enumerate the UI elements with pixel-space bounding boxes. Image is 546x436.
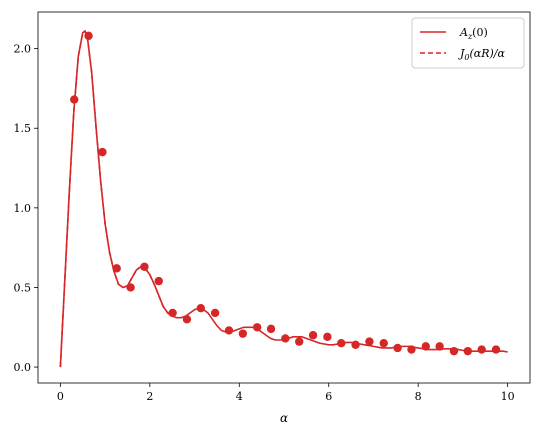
y-tick-label: 2.0 [14,43,32,56]
legend-label-j0: J0(αR)/α [458,47,506,62]
data-point [407,345,416,354]
data-point [98,147,107,157]
x-tick-label: 0 [57,390,64,403]
legend-label-az: Az(0) [459,26,488,41]
legend: Az(0) J0(αR)/α [411,17,525,69]
x-tick-label: 6 [325,390,332,403]
plot-area-border [37,11,531,384]
points-layer [70,31,501,356]
axes-frame [37,11,531,384]
y-tick-label: 0.5 [14,281,32,294]
data-point [337,338,346,348]
data-point [266,324,276,334]
data-point [154,276,163,286]
data-point [449,346,459,356]
data-point [323,332,332,342]
data-point [70,95,79,104]
data-point [365,337,374,346]
data-point [84,31,93,41]
data-point [196,303,206,313]
y-tick-label: 1.0 [14,202,32,215]
x-axis-ticks: 0 2 4 6 8 10 [57,383,515,403]
data-point [238,329,248,338]
data-point [308,331,318,340]
y-axis-ticks: 0.0 0.5 1.0 1.5 2.0 [14,43,38,374]
data-point [126,283,135,292]
x-tick-label: 4 [236,390,243,403]
data-point [379,338,388,348]
data-point [435,342,444,351]
data-point [210,308,220,318]
data-point [168,308,177,318]
x-tick-label: 2 [146,390,153,403]
data-point [295,337,304,346]
legend-box [411,17,525,69]
x-axis-label: α [280,411,288,425]
data-point [140,262,149,271]
data-point [421,342,430,351]
data-point [182,315,192,324]
data-point [112,264,121,273]
x-tick-label: 10 [501,390,515,403]
y-tick-label: 0.0 [14,361,32,374]
data-point [477,345,486,354]
data-point [252,323,262,332]
x-tick-label: 8 [415,390,422,403]
data-point [351,340,360,349]
y-tick-label: 1.5 [14,122,32,135]
data-point [393,343,402,353]
data-point [281,334,290,343]
data-point [491,345,501,354]
data-point [224,326,234,335]
data-point [463,346,473,356]
